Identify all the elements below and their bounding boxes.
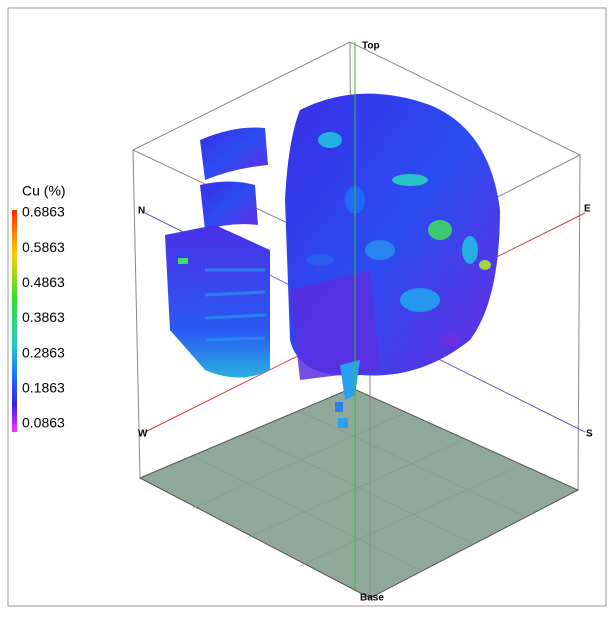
- color-bar: [12, 210, 17, 432]
- label-base: Base: [360, 593, 384, 604]
- label-north: N: [138, 206, 145, 217]
- label-west: W: [138, 429, 148, 440]
- label-east: E: [584, 204, 591, 215]
- legend-label: 0.1863: [22, 380, 65, 396]
- ore-body-left: [165, 127, 270, 378]
- label-south: S: [586, 429, 593, 440]
- ore-body-main: [285, 93, 500, 428]
- legend-label: 0.4863: [22, 274, 65, 290]
- legend-label: 0.0863: [22, 415, 65, 431]
- label-top: Top: [362, 41, 380, 52]
- legend-label: 0.2863: [22, 344, 65, 360]
- legend-label: 0.3863: [22, 309, 65, 325]
- legend-label: 0.5863: [22, 239, 65, 255]
- legend-title: Cu (%): [22, 183, 66, 199]
- legend-label: 0.6863: [22, 204, 65, 220]
